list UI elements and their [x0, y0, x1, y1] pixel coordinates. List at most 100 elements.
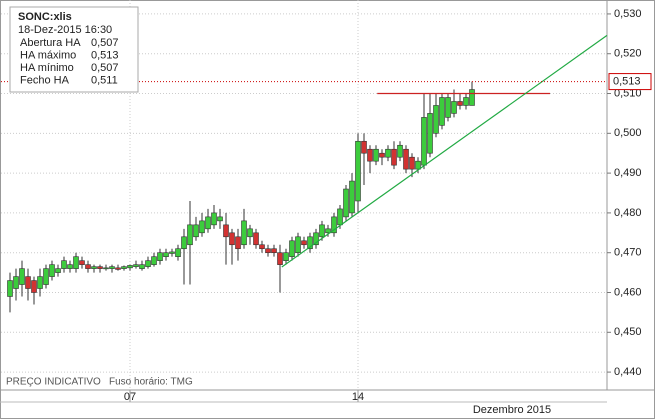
candle-body [49, 264, 55, 277]
candle-body [271, 248, 277, 254]
candle-body [463, 97, 469, 106]
info-value: 0,513 [91, 49, 119, 61]
last-price-label: 0,513 [613, 75, 641, 87]
candle-body [109, 266, 115, 269]
candle-body [187, 224, 193, 246]
candle-body [103, 267, 109, 270]
candle-body [349, 180, 355, 214]
trend-line [281, 34, 608, 268]
info-value: 0,507 [91, 37, 119, 49]
y-tick-label: 0,480 [614, 207, 642, 219]
candle-body [337, 208, 343, 226]
candle-body [199, 220, 205, 234]
candle-body [97, 266, 103, 269]
candle-body [31, 280, 37, 293]
candle-body [139, 264, 145, 269]
candle-body [295, 236, 301, 254]
y-tick-label: 0,520 [614, 48, 642, 60]
candle-body [211, 212, 217, 226]
candle-body [7, 280, 13, 297]
candle-body [409, 156, 415, 170]
candle-body [169, 251, 175, 254]
last-price-box [608, 73, 652, 91]
x-axis-label: Dezembro 2015 [473, 404, 551, 416]
y-tick-label: 0,470 [614, 247, 642, 259]
candle-body [241, 220, 247, 246]
candle-body [43, 268, 49, 285]
info-label: HA mínimo [20, 62, 74, 74]
candle-body [235, 236, 241, 250]
footer-note: PREÇO INDICATIVO [6, 377, 101, 388]
x-tick-label: 14 [352, 391, 364, 403]
candle-body [25, 276, 31, 289]
candle-body [259, 244, 265, 250]
info-label: Fecho HA [20, 74, 70, 86]
candle-body [415, 160, 421, 170]
candle-body [367, 148, 373, 162]
candle-body [385, 148, 391, 158]
candle-body [73, 256, 79, 269]
candle-body [163, 252, 169, 257]
plot [1, 0, 608, 390]
y-tick-label: 0,460 [614, 286, 642, 298]
candle-body [223, 224, 229, 238]
info-value: 0,507 [91, 62, 119, 74]
info-title: SONC:xlis [18, 11, 72, 23]
candle-body [115, 267, 121, 270]
candle-body [361, 140, 367, 154]
candle-body [127, 265, 133, 269]
candle-body [67, 264, 73, 269]
info-label: Abertura HA [20, 37, 81, 49]
info-label: HA máximo [20, 49, 76, 61]
candle-body [289, 240, 295, 257]
candle-body [277, 252, 283, 265]
candle-body [433, 105, 439, 134]
candle-body [181, 236, 187, 250]
candle-body [397, 144, 403, 158]
y-tick-label: 0,440 [614, 366, 642, 378]
y-tick-label: 0,510 [614, 87, 642, 99]
candle-body [439, 97, 445, 126]
candle-body [313, 232, 319, 246]
candle-body [19, 268, 25, 285]
candle-body [121, 266, 127, 269]
candle-body [469, 89, 475, 106]
candle-body [37, 276, 43, 289]
candle-body [307, 236, 313, 250]
candle-body [175, 248, 181, 257]
candle-body [427, 113, 433, 154]
candle-body [13, 276, 19, 289]
y-tick-label: 0,450 [614, 326, 642, 338]
candle-body [319, 224, 325, 238]
candle-body [91, 266, 97, 269]
candle-body [217, 216, 223, 222]
candle-body [457, 101, 463, 106]
candle-body [229, 232, 235, 246]
candle-body [85, 264, 91, 269]
candle-body [157, 252, 163, 261]
y-tick-label: 0,530 [614, 8, 642, 20]
candle-body [151, 256, 157, 265]
candle-body [391, 148, 397, 166]
candle-body [403, 148, 409, 170]
y-tick-label: 0,490 [614, 167, 642, 179]
candle-body [55, 268, 61, 273]
candle-body [79, 260, 85, 265]
candle-body [421, 117, 427, 166]
candle-body [133, 264, 139, 267]
candle-body [343, 188, 349, 218]
info-value: 0,511 [91, 74, 118, 86]
candle-body [325, 228, 331, 234]
candle-body [379, 152, 385, 158]
candle-body [331, 216, 337, 234]
timezone-note: Fuso horário: TMG [109, 377, 193, 388]
candle-body [193, 224, 199, 238]
candle-body [253, 232, 259, 246]
info-date: 18-Dez-2015 16:30 [18, 24, 112, 36]
candle-body [283, 252, 289, 261]
candle-body [247, 228, 253, 238]
candle-body [265, 248, 271, 254]
candle-body [451, 101, 457, 114]
x-tick-label: 07 [124, 391, 136, 403]
